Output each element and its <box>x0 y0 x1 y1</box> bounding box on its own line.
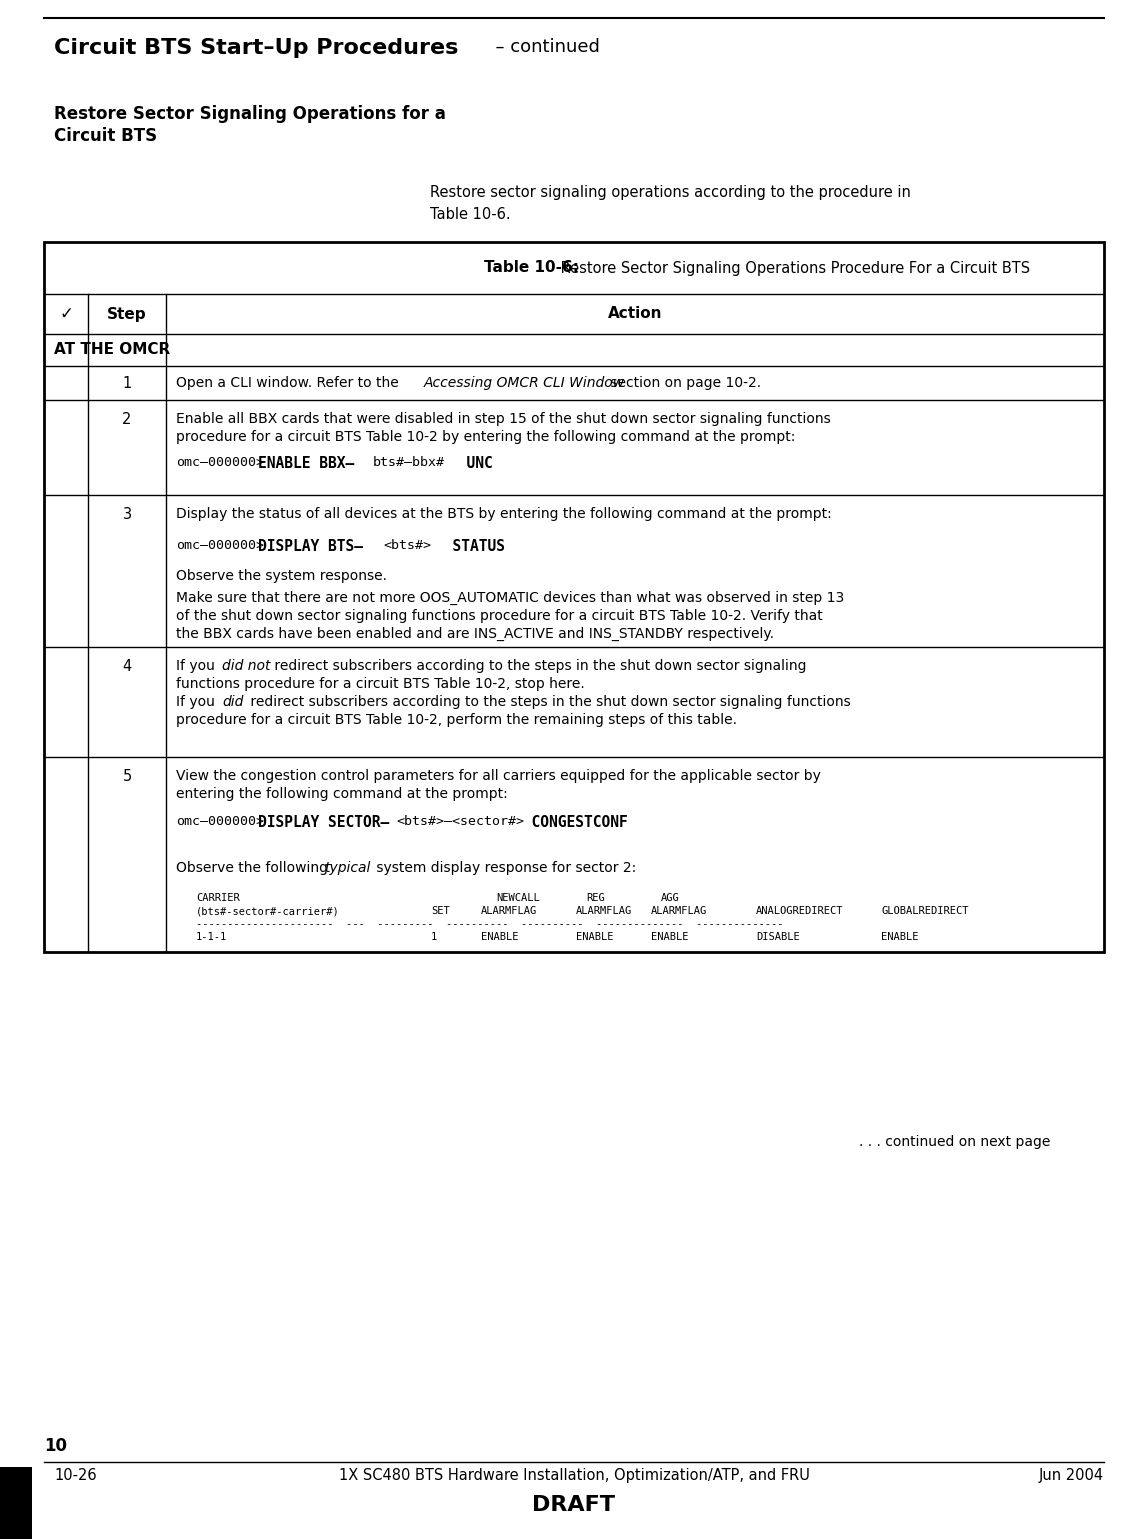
Text: Observe the system response.: Observe the system response. <box>176 569 387 583</box>
Text: bts#–bbx#: bts#–bbx# <box>373 456 445 469</box>
Text: redirect subscribers according to the steps in the shut down sector signaling fu: redirect subscribers according to the st… <box>246 696 851 709</box>
Bar <box>44 242 1104 953</box>
Text: <bts#>–<sector#>: <bts#>–<sector#> <box>396 816 523 828</box>
Text: Restore Sector Signaling Operations Procedure For a Circuit BTS: Restore Sector Signaling Operations Proc… <box>556 260 1030 275</box>
Text: of the shut down sector signaling functions procedure for a circuit BTS Table 10: of the shut down sector signaling functi… <box>176 609 823 623</box>
Text: – continued: – continued <box>484 38 600 55</box>
Text: STATUS: STATUS <box>435 539 505 554</box>
Text: Display the status of all devices at the BTS by entering the following command a: Display the status of all devices at the… <box>176 506 832 522</box>
Text: Jun 2004: Jun 2004 <box>1039 1468 1104 1484</box>
Text: ----------------------  ---  ---------  ----------  ----------  --------------  : ---------------------- --- --------- ---… <box>196 919 783 930</box>
Text: typical: typical <box>324 860 371 876</box>
Text: Table 10-6:: Table 10-6: <box>484 260 579 275</box>
Text: ENABLE BBX–: ENABLE BBX– <box>258 456 355 471</box>
Text: 2: 2 <box>123 412 132 426</box>
Text: SET: SET <box>430 906 450 916</box>
Text: ALARMFLAG: ALARMFLAG <box>576 906 633 916</box>
Text: Step: Step <box>107 306 147 322</box>
Text: AGG: AGG <box>661 893 680 903</box>
Text: 10-26: 10-26 <box>54 1468 96 1484</box>
Text: DISPLAY SECTOR–: DISPLAY SECTOR– <box>258 816 389 830</box>
Text: ALARMFLAG: ALARMFLAG <box>651 906 707 916</box>
Text: NEWCALL: NEWCALL <box>496 893 540 903</box>
Text: (bts#-sector#-carrier#): (bts#-sector#-carrier#) <box>196 906 340 916</box>
Text: DRAFT: DRAFT <box>533 1494 615 1514</box>
Text: DISABLE: DISABLE <box>757 933 800 942</box>
Text: did not: did not <box>222 659 271 673</box>
Text: Restore sector signaling operations according to the procedure in: Restore sector signaling operations acco… <box>430 185 910 200</box>
Text: 1: 1 <box>430 933 437 942</box>
Text: entering the following command at the prompt:: entering the following command at the pr… <box>176 786 507 800</box>
Text: Observe the following: Observe the following <box>176 860 333 876</box>
Text: Action: Action <box>607 306 662 322</box>
Text: ENABLE: ENABLE <box>576 933 613 942</box>
Text: <bts#>: <bts#> <box>383 539 430 553</box>
Text: functions procedure for a circuit BTS Table 10-2, stop here.: functions procedure for a circuit BTS Ta… <box>176 677 584 691</box>
Text: omc–000000>: omc–000000> <box>176 816 264 828</box>
Text: the BBX cards have been enabled and are INS_ACTIVE and INS_STANDBY respectively.: the BBX cards have been enabled and are … <box>176 626 774 642</box>
Bar <box>0 1467 32 1539</box>
Text: 5: 5 <box>123 770 132 783</box>
Text: 1: 1 <box>123 376 132 391</box>
Text: GLOBALREDIRECT: GLOBALREDIRECT <box>881 906 969 916</box>
Text: If you: If you <box>176 696 219 709</box>
Text: section on page 10-2.: section on page 10-2. <box>606 376 761 389</box>
Text: Table 10-6.: Table 10-6. <box>430 208 511 222</box>
Text: ALARMFLAG: ALARMFLAG <box>481 906 537 916</box>
Text: 1X SC480 BTS Hardware Installation, Optimization/ATP, and FRU: 1X SC480 BTS Hardware Installation, Opti… <box>339 1468 809 1484</box>
Text: Enable all BBX cards that were disabled in step 15 of the shut down sector signa: Enable all BBX cards that were disabled … <box>176 412 831 426</box>
Text: If you: If you <box>176 659 219 673</box>
Text: omc–000000>: omc–000000> <box>176 539 264 553</box>
Text: redirect subscribers according to the steps in the shut down sector signaling: redirect subscribers according to the st… <box>270 659 807 673</box>
Text: Open a CLI window. Refer to the: Open a CLI window. Refer to the <box>176 376 403 389</box>
Text: did: did <box>222 696 243 709</box>
Text: ENABLE: ENABLE <box>881 933 918 942</box>
Text: 4: 4 <box>123 659 132 674</box>
Text: procedure for a circuit BTS Table 10-2 by entering the following command at the : procedure for a circuit BTS Table 10-2 b… <box>176 429 796 443</box>
Text: Circuit BTS Start–Up Procedures: Circuit BTS Start–Up Procedures <box>54 38 458 58</box>
Text: CARRIER: CARRIER <box>196 893 240 903</box>
Text: omc–000000>: omc–000000> <box>176 456 264 469</box>
Text: UNC: UNC <box>449 456 492 471</box>
Text: ✓: ✓ <box>59 305 73 323</box>
Text: 10: 10 <box>44 1437 67 1454</box>
Text: View the congestion control parameters for all carriers equipped for the applica: View the congestion control parameters f… <box>176 770 821 783</box>
Text: Restore Sector Signaling Operations for a: Restore Sector Signaling Operations for … <box>54 105 445 123</box>
Text: system display response for sector 2:: system display response for sector 2: <box>372 860 636 876</box>
Text: 1-1-1: 1-1-1 <box>196 933 227 942</box>
Text: Circuit BTS: Circuit BTS <box>54 128 157 145</box>
Text: DISPLAY BTS–: DISPLAY BTS– <box>258 539 363 554</box>
Text: Accessing OMCR CLI Window: Accessing OMCR CLI Window <box>424 376 626 389</box>
Text: REG: REG <box>585 893 605 903</box>
Text: ENABLE: ENABLE <box>651 933 689 942</box>
Text: ANALOGREDIRECT: ANALOGREDIRECT <box>757 906 844 916</box>
Text: AT THE OMCR: AT THE OMCR <box>54 343 170 357</box>
Text: procedure for a circuit BTS Table 10-2, perform the remaining steps of this tabl: procedure for a circuit BTS Table 10-2, … <box>176 713 737 726</box>
Text: . . . continued on next page: . . . continued on next page <box>859 1134 1050 1150</box>
Text: CONGESTCONF: CONGESTCONF <box>514 816 628 830</box>
Text: ENABLE: ENABLE <box>481 933 519 942</box>
Text: 3: 3 <box>123 506 132 522</box>
Text: Make sure that there are not more OOS_AUTOMATIC devices than what was observed i: Make sure that there are not more OOS_AU… <box>176 591 844 605</box>
